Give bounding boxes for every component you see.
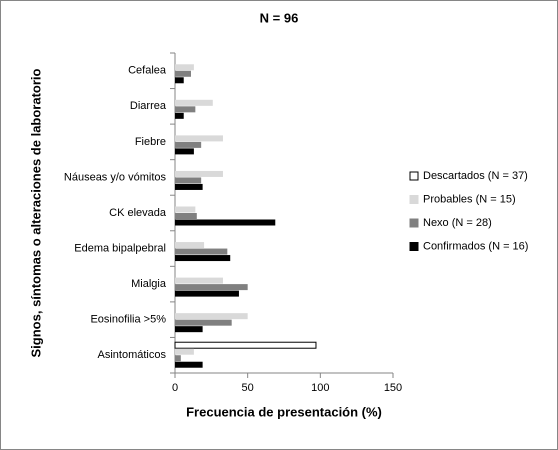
bar (175, 242, 205, 249)
bar (175, 313, 248, 320)
x-axis-title: Frecuencia de presentación (%) (186, 404, 382, 419)
bar (175, 348, 194, 355)
bar (175, 183, 203, 190)
bar (175, 70, 191, 77)
y-axis-title: Signos, síntomas o alteraciones de labor… (28, 68, 43, 357)
bar (175, 99, 213, 106)
bar (175, 219, 276, 226)
bar (175, 206, 196, 213)
bar (175, 170, 223, 177)
bar (175, 355, 181, 362)
legend-swatch (409, 218, 419, 228)
y-tick-label: Náuseas y/o vómitos (64, 171, 167, 183)
bar (175, 106, 196, 113)
y-tick-label: Cefalea (128, 65, 167, 77)
x-tick-label: 150 (384, 382, 402, 394)
y-tick-label: Asintomáticos (98, 349, 167, 361)
bar (175, 290, 239, 297)
legend-swatch (409, 195, 419, 204)
bar (175, 141, 202, 148)
legend-label: Confirmados (N = 16) (423, 240, 528, 252)
x-tick-label: 100 (311, 382, 329, 394)
y-tick-label: Edema bipalpebral (74, 242, 166, 254)
bar (175, 213, 197, 219)
y-tick-label: Eosinofilia >5% (90, 314, 166, 326)
legend-swatch (409, 242, 419, 251)
chart-title: N = 96 (260, 10, 299, 25)
x-tick-label: 0 (172, 382, 178, 394)
bar (175, 64, 194, 71)
bar (175, 135, 223, 142)
bar (175, 284, 248, 291)
y-tick-label: Fiebre (135, 136, 166, 148)
legend-label: Descartados (N = 37) (423, 170, 528, 182)
legend-label: Probables (N = 15) (423, 193, 516, 205)
bar (175, 326, 203, 333)
y-tick-label: CK elevada (109, 207, 167, 219)
bar (175, 112, 184, 119)
bar (175, 177, 202, 184)
legend-label: Nexo (N = 28) (423, 217, 492, 229)
x-tick-label: 50 (242, 382, 254, 394)
bar (174, 341, 317, 349)
bar (175, 361, 203, 368)
y-tick-label: Mialgia (131, 278, 167, 290)
bar (175, 277, 223, 284)
y-tick-label: Diarrea (130, 100, 167, 112)
bar (175, 248, 228, 255)
bar (175, 148, 194, 155)
legend-swatch (409, 171, 419, 181)
bar (175, 77, 184, 84)
bar (175, 319, 232, 326)
bar (175, 255, 231, 262)
